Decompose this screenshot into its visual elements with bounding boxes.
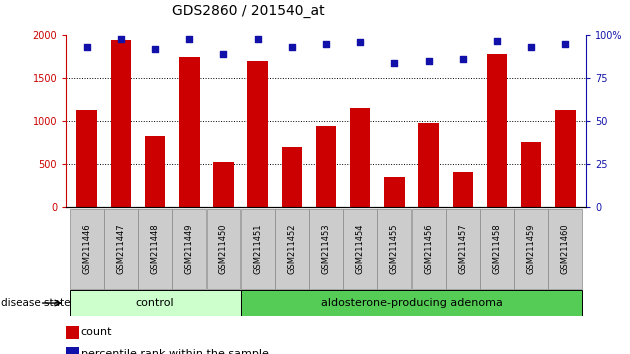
Bar <box>377 209 411 290</box>
Point <box>355 39 365 45</box>
Point <box>492 38 502 44</box>
Bar <box>480 209 514 290</box>
Bar <box>66 326 79 338</box>
Bar <box>309 209 343 290</box>
Text: GDS2860 / 201540_at: GDS2860 / 201540_at <box>172 4 324 18</box>
Point <box>184 36 194 42</box>
Bar <box>411 209 445 290</box>
Bar <box>418 123 439 207</box>
Bar <box>138 209 172 290</box>
Bar <box>384 177 404 207</box>
Text: control: control <box>135 298 175 308</box>
Bar <box>282 147 302 207</box>
Text: percentile rank within the sample: percentile rank within the sample <box>81 349 268 354</box>
Point <box>526 45 536 50</box>
Text: GSM211456: GSM211456 <box>424 223 433 274</box>
Text: GSM211454: GSM211454 <box>356 223 365 274</box>
Point <box>287 45 297 50</box>
Text: aldosterone-producing adenoma: aldosterone-producing adenoma <box>321 298 503 308</box>
Point <box>116 36 126 42</box>
Bar <box>487 54 507 207</box>
Bar <box>70 209 103 290</box>
Text: GSM211460: GSM211460 <box>561 223 570 274</box>
Point <box>423 58 433 64</box>
Point <box>458 57 468 62</box>
Bar <box>555 110 576 207</box>
Bar <box>241 209 275 290</box>
Text: GSM211452: GSM211452 <box>287 223 296 274</box>
Bar <box>521 142 541 207</box>
Point <box>82 45 92 50</box>
Text: GSM211453: GSM211453 <box>321 223 331 274</box>
Point <box>219 51 229 57</box>
Text: GSM211455: GSM211455 <box>390 223 399 274</box>
Text: GSM211451: GSM211451 <box>253 223 262 274</box>
Bar <box>241 290 583 316</box>
Text: GSM211458: GSM211458 <box>493 223 501 274</box>
Bar <box>343 209 377 290</box>
Bar <box>179 57 200 207</box>
Point <box>150 46 160 52</box>
Bar <box>69 290 241 316</box>
Text: GSM211450: GSM211450 <box>219 223 228 274</box>
Text: GSM211446: GSM211446 <box>82 223 91 274</box>
Text: disease state: disease state <box>1 298 71 308</box>
Bar <box>350 108 370 207</box>
Bar <box>452 172 473 207</box>
Point <box>321 41 331 47</box>
Bar <box>66 347 79 354</box>
Bar <box>111 40 131 207</box>
Bar <box>446 209 479 290</box>
Bar <box>173 209 206 290</box>
Point <box>560 41 570 47</box>
Text: GSM211447: GSM211447 <box>117 223 125 274</box>
Bar <box>549 209 582 290</box>
Bar <box>514 209 548 290</box>
Bar <box>207 209 241 290</box>
Bar <box>316 126 336 207</box>
Bar <box>275 209 309 290</box>
Text: GSM211459: GSM211459 <box>527 223 536 274</box>
Bar <box>145 136 165 207</box>
Bar <box>104 209 138 290</box>
Point <box>389 60 399 66</box>
Bar <box>248 61 268 207</box>
Text: count: count <box>81 327 112 337</box>
Text: GSM211449: GSM211449 <box>185 223 194 274</box>
Text: GSM211457: GSM211457 <box>458 223 467 274</box>
Bar <box>213 161 234 207</box>
Point <box>253 36 263 42</box>
Text: GSM211448: GSM211448 <box>151 223 159 274</box>
Bar <box>76 110 97 207</box>
